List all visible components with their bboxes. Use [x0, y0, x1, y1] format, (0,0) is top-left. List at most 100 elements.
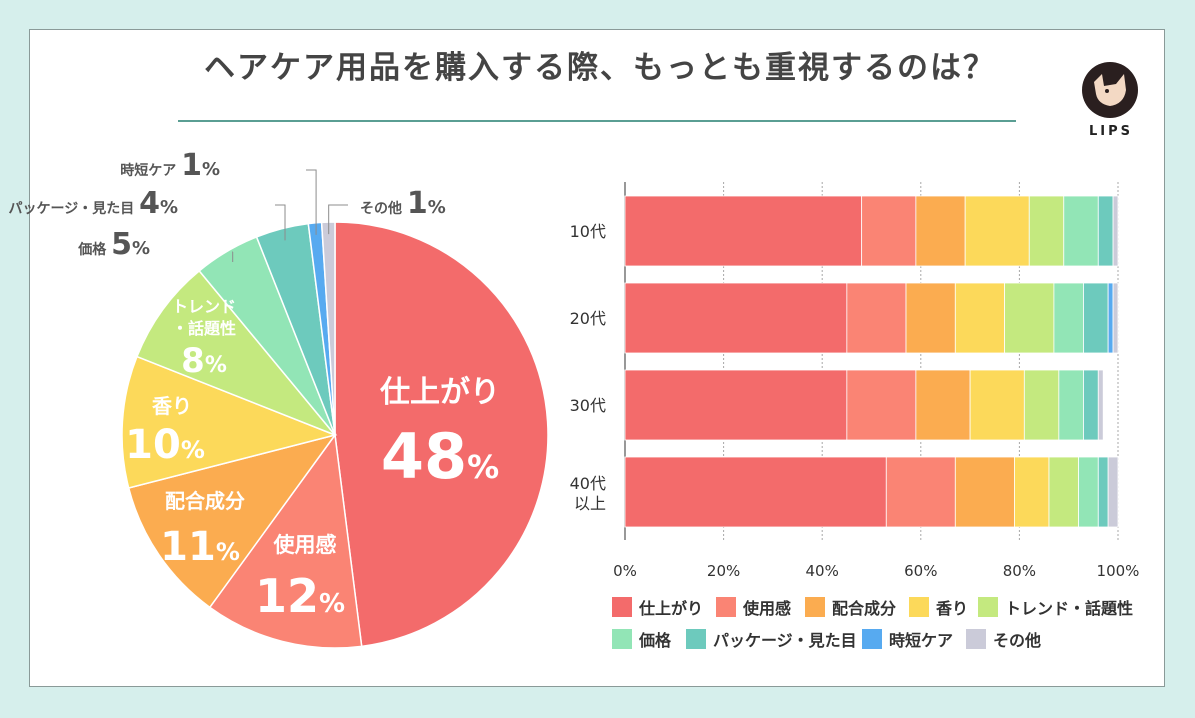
pie-label: 配合成分 [165, 489, 245, 513]
bar-segment [915, 195, 966, 267]
bar-segment [1083, 282, 1109, 354]
pie-leader-line [328, 204, 348, 235]
pie-slice [127, 433, 337, 609]
pie-outside-label: パッケージ・見た目 4% [8, 186, 178, 221]
category-label: 20代 [570, 309, 606, 328]
bar-segment [624, 195, 863, 267]
bar-segment [954, 282, 1006, 354]
legend-label: 配合成分 [832, 599, 897, 618]
bar-segment [964, 195, 1030, 267]
bar-segment [905, 282, 956, 354]
pie-label: トレンド [172, 297, 236, 316]
bar-segment [624, 369, 848, 441]
x-tick-label: 100% [1097, 562, 1140, 580]
pie-outside-label: 価格 5% [77, 227, 150, 262]
x-tick-label: 80% [1003, 562, 1036, 580]
legend-swatch [716, 597, 736, 617]
legend-swatch [805, 597, 825, 617]
bar-segment [1063, 195, 1099, 267]
bar-segment [1004, 282, 1055, 354]
bar-segment [1058, 369, 1084, 441]
pie-slice [135, 269, 336, 436]
legend-swatch [978, 597, 998, 617]
x-tick-label: 60% [904, 562, 937, 580]
legend-label: 仕上がり [639, 599, 704, 618]
bar-segment [846, 369, 917, 441]
bar-segment [1083, 369, 1099, 441]
bar-segment [1048, 456, 1079, 528]
legend-swatch [612, 597, 632, 617]
legend-swatch [909, 597, 929, 617]
bar-segment [1112, 195, 1119, 267]
bar-segment [954, 456, 1015, 528]
bar-segment [624, 282, 848, 354]
category-label: 40代 [570, 474, 606, 493]
pie-slice [334, 221, 549, 648]
pie-value-label: 12% [255, 569, 345, 623]
bar-segment [1028, 195, 1065, 267]
pie-leader-line [275, 204, 286, 241]
legend-swatch [862, 629, 882, 649]
category-label: 10代 [570, 222, 606, 241]
bar-segment [1014, 456, 1050, 528]
legend-item: その他 [966, 628, 1041, 650]
bar-segment [1097, 456, 1109, 528]
bar-segment [624, 456, 887, 528]
legend-item: トレンド・話題性 [978, 596, 1133, 618]
legend-item: 仕上がり [612, 596, 703, 618]
legend-label: 使用感 [743, 599, 792, 618]
bar-segment [1112, 282, 1119, 354]
bar-segment [846, 282, 907, 354]
x-tick-label: 40% [806, 562, 839, 580]
bar-segment [1107, 456, 1119, 528]
legend-item: 時短ケア [862, 628, 953, 650]
legend-label: その他 [993, 631, 1042, 650]
bar-segment [1053, 282, 1084, 354]
x-tick-label: 0% [613, 562, 637, 580]
title-divider [178, 120, 1016, 122]
pie-value-label: 48% [381, 420, 499, 493]
category-label: 30代 [570, 396, 606, 415]
brand-name: LIPS [1088, 124, 1133, 139]
brand-logo-icon [1082, 62, 1138, 118]
bar-segment [885, 456, 956, 528]
pie-slice [121, 355, 338, 489]
legend-item: パッケージ・見た目 [686, 628, 857, 650]
legend-item: 使用感 [716, 596, 791, 618]
legend-item: 配合成分 [805, 596, 896, 618]
bar-segment [1078, 456, 1099, 528]
pie-outside-label: 時短ケア 1% [120, 148, 220, 183]
bar-segment [915, 369, 971, 441]
bar-segment [1107, 282, 1114, 354]
legend-label: パッケージ・見た目 [713, 631, 857, 650]
legend-label: 価格 [639, 631, 672, 650]
pie-outside-label: その他 1% [360, 186, 446, 221]
x-tick-label: 20% [707, 562, 740, 580]
category-label: 以上 [574, 494, 606, 513]
pie-label: ・話題性 [172, 319, 236, 338]
bar-segment [969, 369, 1025, 441]
pie-slice [208, 433, 363, 649]
pie-label: 使用感 [273, 533, 337, 557]
legend-label: 時短ケア [889, 631, 954, 650]
bar-segment [1097, 369, 1104, 441]
legend-label: トレンド・話題性 [1005, 599, 1134, 618]
legend-item: 香り [909, 596, 968, 618]
page-title: ヘアケア用品を購入する際、もっとも重視するのは？ [204, 50, 996, 86]
legend-swatch [686, 629, 706, 649]
bar-segment [861, 195, 917, 267]
pie-value-label: 8% [181, 341, 227, 381]
legend-label: 香り [936, 599, 969, 618]
pie-value-label: 11% [160, 524, 240, 570]
legend-swatch [966, 629, 986, 649]
pie-label: 香り [152, 394, 192, 418]
bar-segment [1097, 195, 1114, 267]
legend-item: 価格 [612, 628, 671, 650]
bar-segment [1023, 369, 1060, 441]
pie-label: 仕上がり [379, 375, 500, 410]
pie-value-label: 10% [125, 422, 205, 468]
legend-swatch [612, 629, 632, 649]
pie-leader-line [306, 169, 317, 235]
